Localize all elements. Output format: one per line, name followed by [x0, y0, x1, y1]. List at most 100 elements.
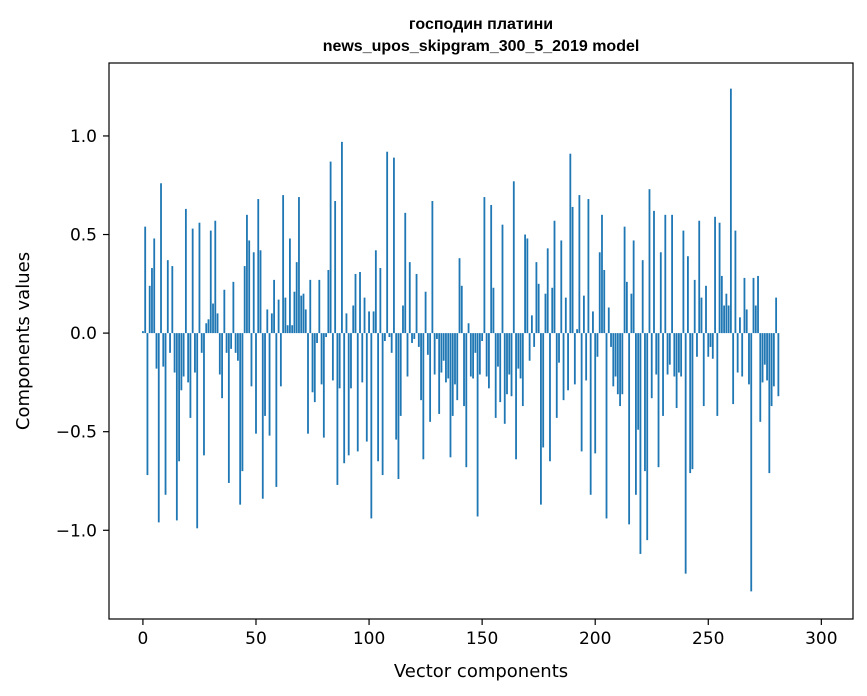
bar-264: [739, 317, 741, 334]
bar-43: [239, 333, 242, 505]
bar-107: [383, 333, 386, 341]
bar-96: [359, 271, 361, 334]
bar-254: [716, 333, 719, 416]
x-axis-ticks: 0 50 100 150 200 250 300: [138, 619, 838, 649]
bar-215: [628, 333, 631, 525]
bar-24: [196, 333, 199, 529]
bar-178: [544, 293, 547, 334]
bar-113: [397, 333, 400, 480]
bar-46: [246, 214, 248, 334]
bar-158: [499, 333, 502, 403]
bar-3: [148, 285, 151, 334]
bar-166: [517, 333, 520, 369]
bar-76: [313, 333, 316, 403]
bar-253: [714, 216, 716, 334]
bar-82: [327, 270, 330, 334]
bar-8: [160, 183, 162, 334]
bar-53: [261, 333, 264, 499]
bar-201: [596, 333, 599, 357]
x-tick-label-150: 150: [466, 629, 498, 649]
bar-147: [474, 333, 477, 353]
bar-216: [630, 293, 633, 334]
bar-21: [189, 333, 192, 418]
bar-229: [659, 252, 662, 334]
bar-171: [528, 333, 531, 361]
bar-194: [580, 333, 583, 452]
bar-170: [526, 238, 529, 334]
bar-132: [440, 333, 443, 373]
bar-34: [218, 333, 221, 375]
x-tick-label-100: 100: [353, 629, 385, 649]
bar-232: [666, 333, 669, 375]
bar-120: [413, 333, 416, 340]
bar-127: [429, 333, 432, 422]
bar-106: [381, 333, 384, 476]
bar-126: [426, 333, 429, 355]
bar-248: [702, 333, 705, 407]
bar-72: [304, 309, 307, 334]
bar-22: [191, 228, 194, 334]
bar-200: [594, 333, 597, 454]
bar-164: [512, 181, 515, 334]
bar-250: [707, 333, 710, 357]
bar-109: [388, 333, 391, 338]
bar-62: [282, 195, 285, 334]
bar-10: [164, 333, 167, 495]
bar-35: [221, 333, 223, 399]
bar-144: [467, 323, 470, 334]
bar-81: [325, 333, 327, 338]
bar-123: [420, 333, 422, 401]
bar-176: [540, 333, 542, 505]
bar-139: [456, 333, 459, 401]
bar-65: [289, 238, 291, 334]
y-tick-label-0: −1.0: [56, 521, 97, 541]
bar-122: [417, 333, 420, 347]
bar-239: [682, 230, 685, 334]
bar-108: [386, 151, 389, 334]
bar-224: [648, 189, 651, 334]
bar-180: [549, 333, 551, 462]
bar-105: [379, 268, 382, 334]
bar-259: [727, 305, 730, 334]
bar-133: [442, 333, 445, 361]
bar-11: [166, 260, 169, 334]
bar-159: [501, 224, 504, 334]
bar-240: [684, 333, 687, 574]
bar-56: [268, 333, 271, 436]
bar-104: [377, 333, 380, 462]
bar-181: [551, 287, 554, 334]
bar-218: [635, 333, 637, 495]
bar-117: [406, 333, 409, 377]
bar-149: [478, 333, 481, 375]
bar-90: [345, 313, 348, 334]
bar-4: [151, 268, 153, 334]
bar-247: [700, 297, 703, 334]
bar-14: [173, 333, 176, 373]
bar-268: [748, 333, 750, 385]
bar-165: [515, 333, 517, 460]
y-axis-ticks: −1.0 −0.5 0.0 0.5 1.0: [56, 127, 109, 541]
bar-185: [560, 240, 563, 334]
bar-41: [234, 333, 237, 353]
bar-47: [248, 240, 251, 334]
bar-196: [585, 333, 588, 381]
bar-91: [347, 333, 350, 456]
bar-87: [338, 333, 341, 389]
bar-241: [687, 256, 689, 334]
bar-225: [650, 333, 653, 399]
bar-31: [212, 303, 214, 334]
bar-244: [693, 279, 696, 334]
bar-205: [605, 333, 608, 519]
bar-138: [454, 333, 456, 385]
bar-12: [169, 333, 171, 353]
bar-168: [521, 333, 524, 407]
bar-163: [510, 333, 513, 397]
bar-77: [316, 333, 318, 343]
bar-15: [175, 333, 178, 521]
bar-135: [447, 333, 450, 379]
bar-203: [601, 214, 603, 334]
bar-227: [655, 333, 658, 375]
bar-19: [184, 208, 187, 334]
bar-143: [465, 333, 468, 468]
bar-99: [365, 333, 368, 442]
